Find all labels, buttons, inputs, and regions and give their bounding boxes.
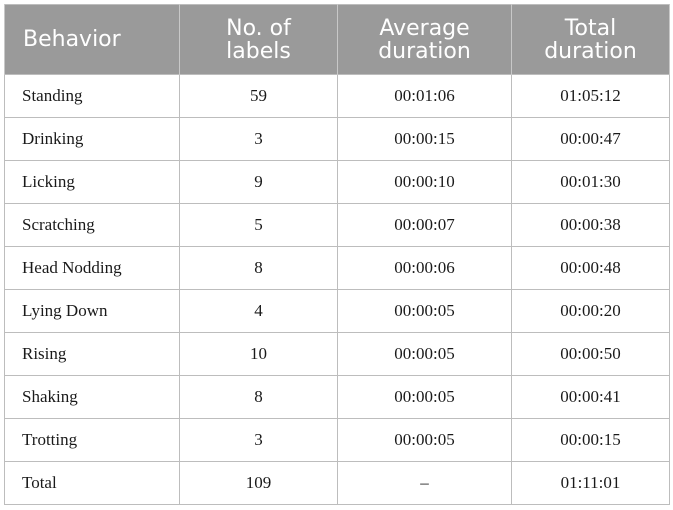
table-row: Shaking 8 00:00:05 00:00:41 <box>4 375 670 419</box>
table-body: Standing 59 00:01:06 01:05:12 Drinking 3 00:00… <box>4 74 670 505</box>
table-row: Drinking 3 00:00:15 00:00:47 <box>4 117 670 161</box>
cell-average-duration: 00:00:05 <box>337 289 512 333</box>
cell-no-of-labels: 109 <box>179 461 338 505</box>
cell-no-of-labels: 5 <box>179 203 338 247</box>
cell-behavior: Shaking <box>4 375 180 419</box>
cell-behavior: Scratching <box>4 203 180 247</box>
header-row: Behavior No. of labels Average duration … <box>4 4 670 75</box>
header-no-of-labels: No. of labels <box>179 4 338 75</box>
cell-average-duration: – <box>337 461 512 505</box>
cell-average-duration: 00:00:07 <box>337 203 512 247</box>
cell-average-duration: 00:00:05 <box>337 332 512 376</box>
table-row: Total 109–01:11:01 <box>4 461 670 505</box>
table-row: Standing 59 00:01:06 01:05:12 <box>4 74 670 118</box>
cell-total-duration: 00:00:47 <box>511 117 670 161</box>
header-behavior: Behavior <box>4 4 180 75</box>
cell-average-duration: 00:00:10 <box>337 160 512 204</box>
cell-average-duration: 00:00:05 <box>337 375 512 419</box>
cell-no-of-labels: 8 <box>179 375 338 419</box>
cell-total-duration: 01:11:01 <box>511 461 670 505</box>
cell-total-duration: 00:00:38 <box>511 203 670 247</box>
cell-no-of-labels: 59 <box>179 74 338 118</box>
cell-average-duration: 00:00:05 <box>337 418 512 462</box>
cell-behavior: Total <box>4 461 180 505</box>
cell-behavior: Lying Down <box>4 289 180 333</box>
table-row: Trotting 3 00:00:05 00:00:15 <box>4 418 670 462</box>
behavior-table: Behavior No. of labels Average duration … <box>4 4 670 505</box>
table-row: Licking 9 00:00:10 00:01:30 <box>4 160 670 204</box>
cell-total-duration: 01:05:12 <box>511 74 670 118</box>
cell-no-of-labels: 8 <box>179 246 338 290</box>
cell-behavior: Rising <box>4 332 180 376</box>
cell-total-duration: 00:00:41 <box>511 375 670 419</box>
cell-total-duration: 00:00:15 <box>511 418 670 462</box>
table-row: Rising 10 00:00:05 00:00:50 <box>4 332 670 376</box>
cell-total-duration: 00:00:48 <box>511 246 670 290</box>
cell-no-of-labels: 4 <box>179 289 338 333</box>
table-row: Scratching 5 00:00:07 00:00:38 <box>4 203 670 247</box>
cell-behavior: Standing <box>4 74 180 118</box>
cell-no-of-labels: 3 <box>179 117 338 161</box>
cell-average-duration: 00:00:15 <box>337 117 512 161</box>
cell-behavior: Trotting <box>4 418 180 462</box>
cell-total-duration: 00:00:50 <box>511 332 670 376</box>
cell-no-of-labels: 10 <box>179 332 338 376</box>
cell-average-duration: 00:01:06 <box>337 74 512 118</box>
cell-total-duration: 00:00:20 <box>511 289 670 333</box>
header-average-duration: Average duration <box>337 4 512 75</box>
cell-behavior: Drinking <box>4 117 180 161</box>
cell-average-duration: 00:00:06 <box>337 246 512 290</box>
header-total-duration: Total duration <box>511 4 670 75</box>
cell-total-duration: 00:01:30 <box>511 160 670 204</box>
table-row: Lying Down 4 00:00:05 00:00:20 <box>4 289 670 333</box>
table-row: Head Nodding 8 00:00:06 00:00:48 <box>4 246 670 290</box>
cell-behavior: Head Nodding <box>4 246 180 290</box>
cell-behavior: Licking <box>4 160 180 204</box>
cell-no-of-labels: 3 <box>179 418 338 462</box>
table-header: Behavior No. of labels Average duration … <box>4 4 670 75</box>
cell-no-of-labels: 9 <box>179 160 338 204</box>
